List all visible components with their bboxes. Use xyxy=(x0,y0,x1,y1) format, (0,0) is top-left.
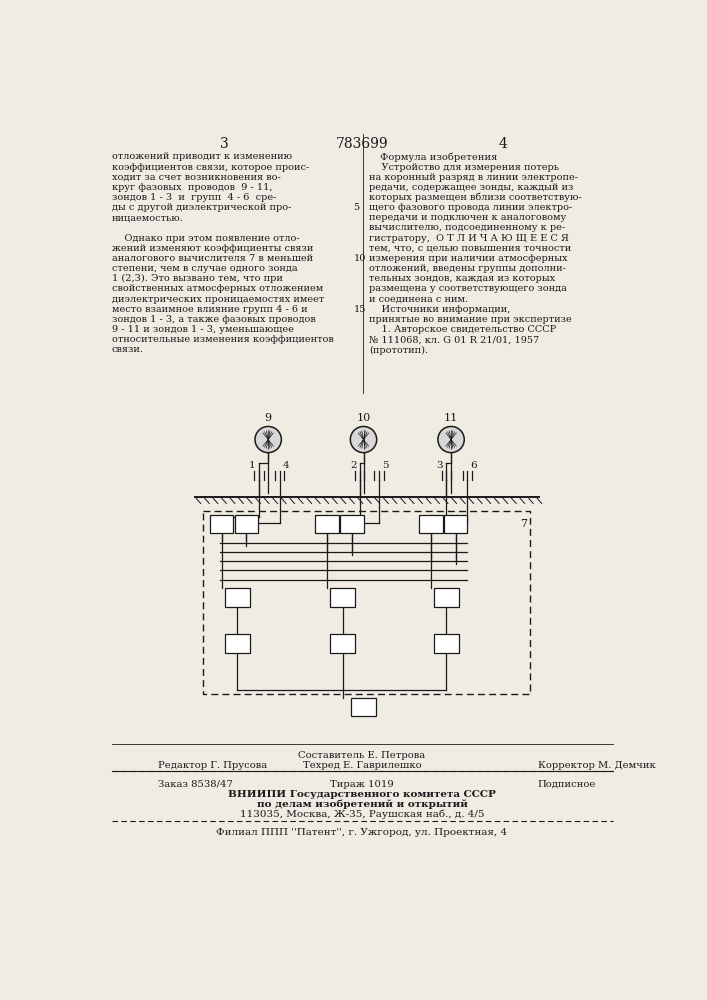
Bar xyxy=(203,511,530,694)
Bar xyxy=(330,588,355,607)
Bar xyxy=(330,634,355,653)
Text: 4: 4 xyxy=(283,461,290,470)
Text: 10: 10 xyxy=(354,254,366,263)
Text: Техред Е. Гаврилешко: Техред Е. Гаврилешко xyxy=(303,761,421,770)
Text: измерения при наличии атмосферных: измерения при наличии атмосферных xyxy=(369,254,568,263)
Text: 7: 7 xyxy=(520,519,527,529)
Bar xyxy=(444,515,467,533)
Bar xyxy=(340,515,363,533)
Bar xyxy=(351,698,376,716)
Text: 783699: 783699 xyxy=(336,137,388,151)
Text: 6: 6 xyxy=(470,461,477,470)
Text: 1 (2,3). Это вызвано тем, что при: 1 (2,3). Это вызвано тем, что при xyxy=(112,274,283,283)
Text: гистратору,  О Т Л И Ч А Ю Щ Е Е С Я: гистратору, О Т Л И Ч А Ю Щ Е Е С Я xyxy=(369,234,569,243)
Text: Тираж 1019: Тираж 1019 xyxy=(330,780,394,789)
Text: зондов 1 - 3, а также фазовых проводов: зондов 1 - 3, а также фазовых проводов xyxy=(112,315,315,324)
Text: аналогового вычислителя 7 в меньшей: аналогового вычислителя 7 в меньшей xyxy=(112,254,312,263)
Text: место взаимное влияние групп 4 - 6 и: место взаимное влияние групп 4 - 6 и xyxy=(112,305,308,314)
Text: 1. Авторское свидетельство СССР: 1. Авторское свидетельство СССР xyxy=(369,325,556,334)
Text: вычислителю, подсоединенному к ре-: вычислителю, подсоединенному к ре- xyxy=(369,223,565,232)
Text: (прототип).: (прототип). xyxy=(369,345,428,355)
Text: 4: 4 xyxy=(498,137,508,151)
Text: отложений приводит к изменению: отложений приводит к изменению xyxy=(112,152,292,161)
Text: диэлектрических проницаемостях имеет: диэлектрических проницаемостях имеет xyxy=(112,295,324,304)
Text: коэффициентов связи, которое проис-: коэффициентов связи, которое проис- xyxy=(112,163,309,172)
Bar xyxy=(210,515,233,533)
Text: степени, чем в случае одного зонда: степени, чем в случае одного зонда xyxy=(112,264,297,273)
Text: редачи, содержащее зонды, каждый из: редачи, содержащее зонды, каждый из xyxy=(369,183,573,192)
Text: 9 - 11 и зондов 1 - 3, уменьшающее: 9 - 11 и зондов 1 - 3, уменьшающее xyxy=(112,325,293,334)
Text: № 111068, кл. G 01 R 21/01, 1957: № 111068, кл. G 01 R 21/01, 1957 xyxy=(369,335,539,344)
Text: передачи и подключен к аналоговому: передачи и подключен к аналоговому xyxy=(369,213,566,222)
Text: 5: 5 xyxy=(382,461,389,470)
Text: тельных зондов, каждая из которых: тельных зондов, каждая из которых xyxy=(369,274,555,283)
Text: 3: 3 xyxy=(221,137,229,151)
Text: тем, что, с целью повышения точности: тем, что, с целью повышения точности xyxy=(369,244,571,253)
Text: 8: 8 xyxy=(360,702,367,711)
Text: 113035, Москва, Ж-35, Раушская наб., д. 4/5: 113035, Москва, Ж-35, Раушская наб., д. … xyxy=(240,810,484,819)
Circle shape xyxy=(351,426,377,453)
Text: ницаемостью.: ницаемостью. xyxy=(112,213,184,222)
Text: 9: 9 xyxy=(264,413,271,423)
Text: щего фазового провода линии электро-: щего фазового провода линии электро- xyxy=(369,203,572,212)
Text: на коронный разряд в линии электропе-: на коронный разряд в линии электропе- xyxy=(369,173,578,182)
Text: 2: 2 xyxy=(350,461,356,470)
Text: зондов 1 - 3  и  групп  4 - 6  сре-: зондов 1 - 3 и групп 4 - 6 сре- xyxy=(112,193,276,202)
Text: Формула изобретения: Формула изобретения xyxy=(380,152,497,162)
Bar xyxy=(434,634,459,653)
Text: ходит за счет возникновения во-: ходит за счет возникновения во- xyxy=(112,173,281,182)
Bar xyxy=(225,588,250,607)
Text: относительные изменения коэффициентов: относительные изменения коэффициентов xyxy=(112,335,334,344)
Text: 10: 10 xyxy=(356,413,370,423)
Text: ВНИИПИ Государственного комитета СССР: ВНИИПИ Государственного комитета СССР xyxy=(228,790,496,799)
Text: Составитель Е. Петрова: Составитель Е. Петрова xyxy=(298,751,426,760)
Bar xyxy=(225,634,250,653)
Text: 5: 5 xyxy=(354,203,360,212)
Text: размещена у соответствующего зонда: размещена у соответствующего зонда xyxy=(369,284,567,293)
Text: Редактор Г. Прусова: Редактор Г. Прусова xyxy=(158,761,267,770)
Text: принятые во внимание при экспертизе: принятые во внимание при экспертизе xyxy=(369,315,572,324)
Text: и соединена с ним.: и соединена с ним. xyxy=(369,295,468,304)
Text: круг фазовых  проводов  9 - 11,: круг фазовых проводов 9 - 11, xyxy=(112,183,272,192)
Circle shape xyxy=(255,426,281,453)
Text: 1: 1 xyxy=(249,461,256,470)
Text: ды с другой диэлектрической про-: ды с другой диэлектрической про- xyxy=(112,203,291,212)
Text: Филиал ППП ''Патент'', г. Ужгород, ул. Проектная, 4: Филиал ППП ''Патент'', г. Ужгород, ул. П… xyxy=(216,828,508,837)
Bar xyxy=(315,515,339,533)
Text: Заказ 8538/47: Заказ 8538/47 xyxy=(158,780,233,789)
Bar xyxy=(235,515,258,533)
Text: которых размещен вблизи соответствую-: которых размещен вблизи соответствую- xyxy=(369,193,582,202)
Text: 15: 15 xyxy=(354,305,366,314)
Text: Однако при этом появление отло-: Однако при этом появление отло- xyxy=(112,234,299,243)
Text: Источники информации,: Источники информации, xyxy=(369,305,510,314)
Text: 3: 3 xyxy=(437,461,443,470)
Text: жений изменяют коэффициенты связи: жений изменяют коэффициенты связи xyxy=(112,244,313,253)
Bar xyxy=(419,515,443,533)
Bar xyxy=(434,588,459,607)
Text: Подписное: Подписное xyxy=(538,780,596,789)
Text: связи.: связи. xyxy=(112,345,144,354)
Text: 11: 11 xyxy=(444,413,458,423)
Text: свойственных атмосферных отложением: свойственных атмосферных отложением xyxy=(112,284,323,293)
Circle shape xyxy=(438,426,464,453)
Text: Устройство для измерения потерь: Устройство для измерения потерь xyxy=(369,163,559,172)
Text: Корректор М. Демчик: Корректор М. Демчик xyxy=(538,761,655,770)
Text: отложений, введены группы дополни-: отложений, введены группы дополни- xyxy=(369,264,566,273)
Text: по делам изобретений и открытий: по делам изобретений и открытий xyxy=(257,800,467,809)
